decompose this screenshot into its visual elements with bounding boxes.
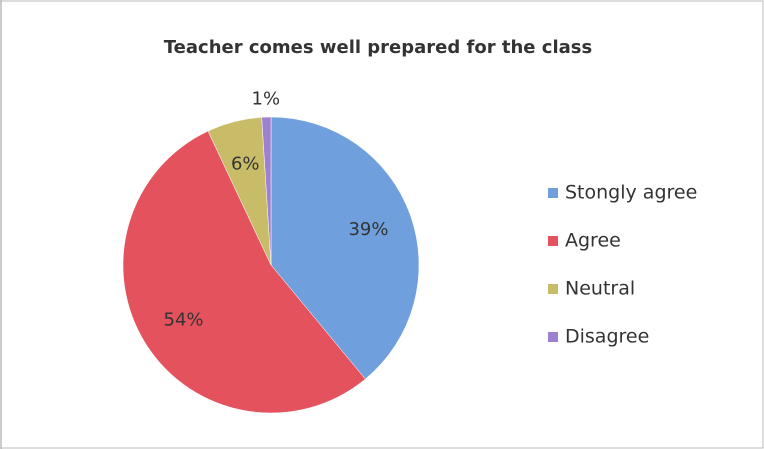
- data-label: 6%: [231, 154, 260, 175]
- legend-label: Neutral: [565, 278, 635, 300]
- data-label: 54%: [164, 310, 204, 331]
- legend-label: Disagree: [565, 326, 649, 348]
- legend-swatch: [548, 332, 558, 342]
- data-label: 1%: [252, 88, 281, 109]
- pie-slice: [261, 116, 272, 266]
- data-label: 39%: [348, 219, 388, 240]
- legend-swatch: [548, 284, 558, 294]
- legend-label: Stongly agree: [565, 182, 697, 204]
- pie-slice: [122, 130, 366, 414]
- pie-slice: [270, 116, 420, 380]
- legend-label: Agree: [565, 230, 621, 252]
- legend-swatch: [548, 188, 558, 198]
- legend-swatch: [548, 236, 558, 246]
- chart-title: Teacher comes well prepared for the clas…: [164, 37, 592, 58]
